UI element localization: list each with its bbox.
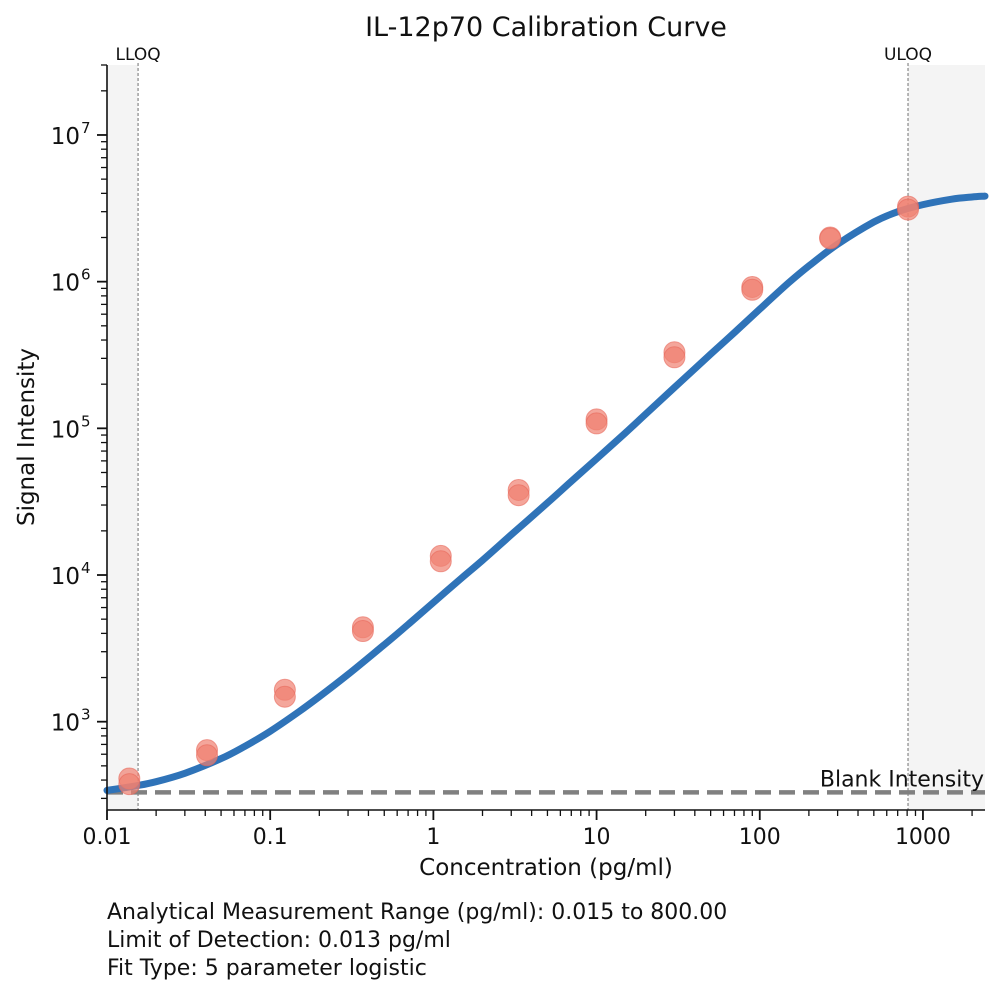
chart-title: IL-12p70 Calibration Curve [365, 12, 727, 43]
x-tick-label: 0.01 [83, 825, 132, 850]
y-tick-exponent: 7 [81, 119, 91, 137]
y-tick-label: 10 [51, 417, 80, 443]
data-point [429, 550, 452, 573]
quantification-limit-shading [107, 65, 985, 810]
blank-intensity-label: Blank Intensity [820, 767, 984, 792]
data-point [351, 620, 374, 643]
uloq-label: ULOQ [884, 45, 932, 65]
data-point [819, 227, 842, 250]
x-tick-label: 1 [426, 825, 440, 850]
fit-curve [103, 192, 989, 794]
y-tick-label: 10 [51, 271, 80, 297]
assay-summary: Analytical Measurement Range (pg/ml): 0.… [107, 899, 727, 983]
y-tick-exponent: 3 [81, 706, 91, 724]
y-tick-label: 10 [51, 711, 80, 737]
data-point [196, 744, 219, 767]
y-tick-exponent: 6 [81, 266, 91, 284]
data-point [741, 278, 764, 301]
x-tick-label: 100 [739, 825, 781, 850]
y-tick-label: 10 [51, 124, 80, 150]
fit-curve-layer [103, 192, 989, 794]
limit-of-detection-text: Limit of Detection: 0.013 pg/ml [107, 928, 451, 953]
data-point [507, 484, 530, 507]
x-axis-label: Concentration (pg/ml) [419, 855, 673, 881]
data-points-layer [118, 195, 920, 796]
above-uloq-shading [908, 65, 985, 810]
limit-lines: LLOQ ULOQ [116, 45, 932, 810]
y-tick-exponent: 4 [81, 559, 91, 577]
x-tick-label: 0.1 [253, 825, 288, 850]
data-point [585, 412, 608, 435]
data-point [273, 685, 296, 708]
data-point [897, 198, 920, 221]
data-point [118, 773, 141, 796]
blank-intensity-layer: Blank Intensity [107, 767, 985, 795]
measurement-range-text: Analytical Measurement Range (pg/ml): 0.… [107, 900, 728, 925]
y-tick-label: 10 [51, 564, 80, 590]
lloq-label: LLOQ [116, 45, 161, 65]
y-tick-exponent: 5 [81, 412, 91, 430]
x-tick-label: 10 [583, 825, 611, 850]
fit-type-text: Fit Type: 5 parameter logistic [107, 956, 427, 981]
data-point [663, 346, 686, 369]
x-tick-label: 1000 [895, 825, 951, 850]
y-axis-label: Signal Intensity [14, 348, 40, 526]
below-lloq-shading [107, 65, 139, 810]
